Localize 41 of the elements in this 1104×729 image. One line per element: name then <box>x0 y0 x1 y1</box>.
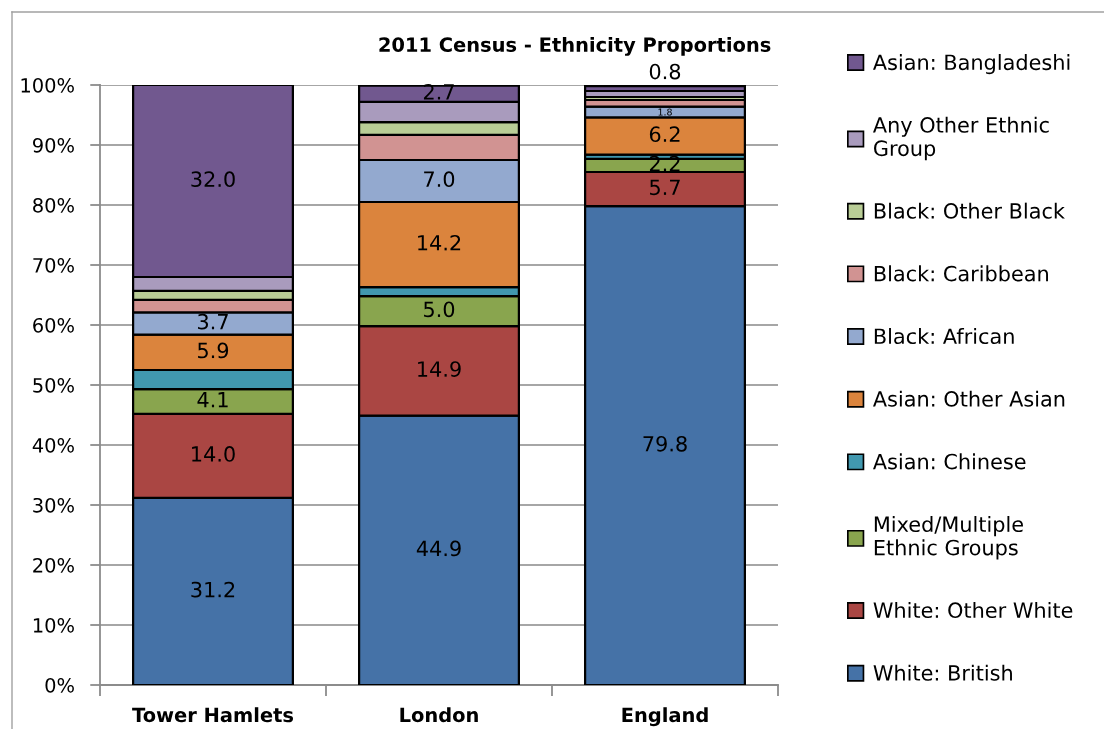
legend-label: Black: Caribbean <box>874 265 1048 282</box>
y-tick-label: 40% <box>32 437 74 453</box>
data-label: 5.0 <box>424 301 455 318</box>
legend-label: Black: African <box>874 327 1014 345</box>
data-label: 32.0 <box>191 171 235 188</box>
data-label: 79.8 <box>643 435 687 452</box>
data-label: 0.8 <box>649 63 681 80</box>
data-label: 31.2 <box>191 581 235 598</box>
x-tick-label: England <box>622 707 708 727</box>
y-tick-label: 60% <box>33 317 74 333</box>
data-label: 4.1 <box>197 392 228 408</box>
data-label: 6.2 <box>649 126 680 143</box>
legend-label: Mixed/Multiple Ethnic Groups <box>874 515 1023 560</box>
chart-title: 2011 Census - Ethnicity Proportions <box>379 36 771 56</box>
data-label: 3.7 <box>198 313 228 330</box>
y-tick-label: 90% <box>33 137 74 153</box>
y-tick-label: 50% <box>33 377 74 393</box>
data-label: 44.9 <box>416 540 461 557</box>
data-label: 14.0 <box>192 446 235 462</box>
x-tick-label: London <box>400 707 478 723</box>
y-tick-label: 20% <box>33 557 74 573</box>
y-tick-label: 80% <box>33 197 74 213</box>
data-label: 5.9 <box>198 342 229 359</box>
legend-label: White: British <box>873 664 1012 681</box>
data-label: 5.7 <box>650 179 680 196</box>
legend-label: Any Other Ethnic Group <box>873 116 1049 161</box>
legend-label: Asian: Other Asian <box>873 390 1065 407</box>
legend-label: Asian: Bangladeshi <box>873 54 1070 75</box>
data-label: 14.2 <box>418 234 461 251</box>
y-tick-label: 10% <box>33 617 74 633</box>
x-tick-label: Tower Hamlets <box>132 707 294 723</box>
data-label: 1.8 <box>658 108 672 116</box>
data-label: 7.0 <box>424 171 455 188</box>
y-tick-label: 100% <box>21 77 74 93</box>
data-label: 14.9 <box>418 361 461 377</box>
legend-label: Black: Other Black <box>874 202 1065 219</box>
y-tick-label: 30% <box>33 497 74 513</box>
legend-label: White: Other White <box>873 601 1073 619</box>
y-tick-label: 0% <box>45 677 74 693</box>
legend-label: Asian: Chinese <box>873 453 1026 470</box>
y-tick-label: 70% <box>33 257 74 273</box>
